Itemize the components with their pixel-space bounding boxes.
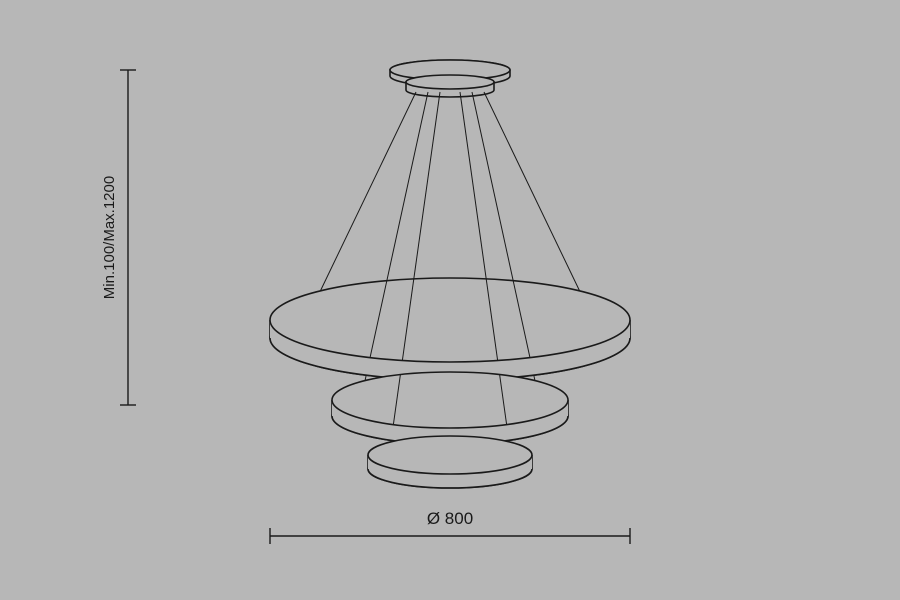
diagram-svg: Min.100/Max.1200 Ø 800 [0,0,900,600]
ring-large [270,278,630,380]
ring-medium [332,372,568,444]
technical-drawing: Min.100/Max.1200 Ø 800 [0,0,900,600]
cable [320,92,416,291]
ring-small [368,436,532,488]
dim-label-width: Ø 800 [427,509,473,528]
cable [484,92,580,291]
dim-label-height: Min.100/Max.1200 [101,176,118,299]
